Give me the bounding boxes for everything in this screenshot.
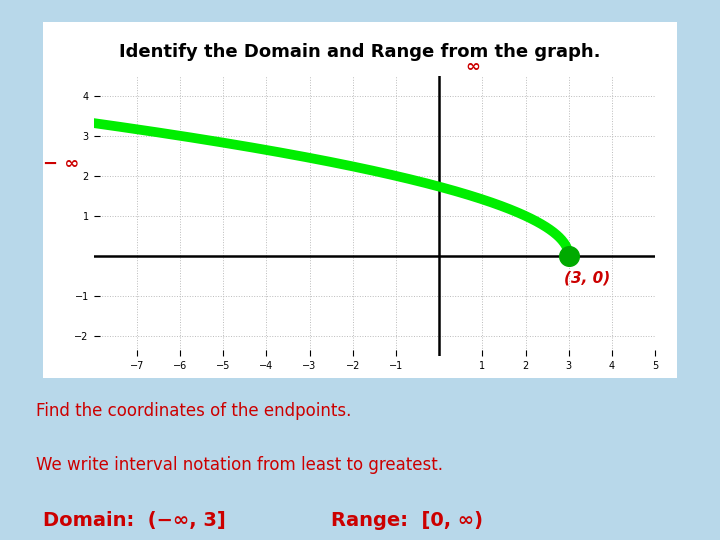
Text: ∞: ∞ (465, 58, 480, 76)
Text: (3, 0): (3, 0) (564, 270, 611, 285)
Text: Range:  [0, ∞): Range: [0, ∞) (331, 511, 483, 530)
Text: Domain:  (−∞, 3]: Domain: (−∞, 3] (43, 511, 226, 530)
Point (563, 252, 575, 260)
Text: Find the coordinates of the endpoints.: Find the coordinates of the endpoints. (36, 402, 351, 420)
Text: − ∞: − ∞ (42, 155, 79, 173)
Text: We write interval notation from least to greatest.: We write interval notation from least to… (36, 456, 443, 474)
Text: Identify the Domain and Range from the graph.: Identify the Domain and Range from the g… (120, 43, 600, 61)
